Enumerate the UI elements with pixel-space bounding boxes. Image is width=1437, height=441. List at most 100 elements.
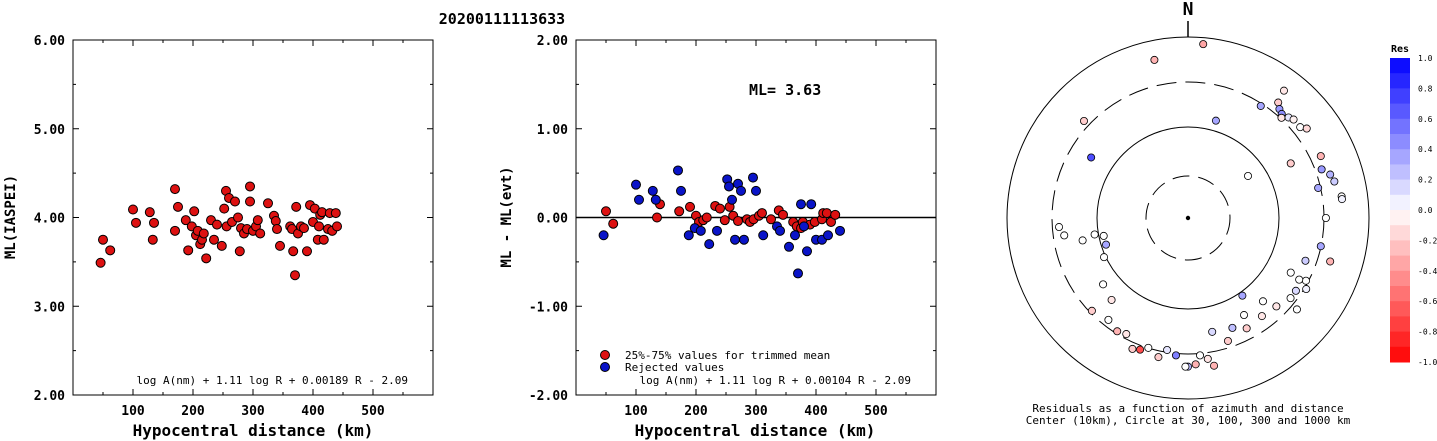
data-point [650, 194, 661, 205]
data-point [275, 240, 285, 251]
data-point [201, 253, 212, 264]
colorbar-tick-label: -0.8 [1418, 328, 1437, 337]
station-residual-point [1128, 344, 1137, 353]
colorbar-swatch [1390, 103, 1410, 120]
y-tick-label: 0.00 [537, 212, 568, 227]
colorbar-tick-label: 0.2 [1418, 176, 1433, 185]
residual-colorbar: Res 1.0 0.8 0.6 0.4 0.2 0.0 -0.2 -0.4 -0.6 -0.8 -1… [1390, 44, 1437, 367]
colorbar-swatch [1390, 286, 1410, 302]
circle-100km [1096, 126, 1280, 310]
center-marker [1185, 215, 1191, 221]
station-residual-point [1244, 171, 1253, 180]
x-tick-label: 500 [864, 404, 888, 419]
y-tick-label: 6.00 [34, 34, 65, 49]
station-residual-point [1301, 276, 1310, 285]
station-residual-point [1078, 236, 1087, 245]
colorbar-swatches [1390, 58, 1410, 363]
station-residual-point [1196, 351, 1205, 360]
data-point [793, 268, 803, 279]
station-residual-point [1242, 324, 1251, 333]
points-layer [598, 165, 845, 279]
station-residual-point [1258, 297, 1267, 306]
station-residual-point [1272, 302, 1281, 311]
data-point [209, 234, 219, 245]
data-point [252, 215, 263, 226]
station-residual-point [1279, 86, 1288, 95]
data-point [758, 230, 769, 241]
data-point [748, 172, 758, 183]
y-axis-label: ML - ML(evt) [499, 166, 515, 267]
data-point [147, 234, 158, 245]
plot-frame [72, 39, 434, 396]
station-residual-point [1286, 159, 1295, 168]
colorbar-tick-label: -0.4 [1418, 267, 1437, 276]
colorbar-tick-label: 0.0 [1418, 206, 1433, 215]
y-tick-label: -2.00 [529, 389, 568, 404]
y-tick-label: 5.00 [34, 123, 65, 138]
data-point [685, 201, 695, 212]
data-point [318, 234, 329, 245]
data-point [255, 228, 266, 239]
colorbar-swatch [1390, 88, 1410, 105]
data-point [131, 217, 141, 228]
station-residual-point [1316, 242, 1325, 251]
station-residual-point [1150, 55, 1159, 64]
station-residual-point [1292, 305, 1301, 314]
data-point [128, 204, 138, 215]
data-point [727, 194, 737, 205]
x-tick-label: 500 [361, 404, 385, 419]
colorbar-title: Res [1391, 44, 1409, 55]
data-point [601, 206, 611, 217]
colorbar-swatch [1390, 331, 1410, 348]
station-residual-point [1100, 253, 1109, 262]
figure-title: 20200111113633 [439, 10, 565, 28]
y-axis-label: ML(IASPEI) [3, 175, 19, 259]
ml-annotation: ML= 3.63 [749, 81, 821, 99]
station-residual-point [1238, 291, 1247, 300]
colorbar-swatch [1390, 164, 1410, 181]
colorbar-swatch [1390, 270, 1410, 287]
data-point [766, 214, 776, 225]
data-point [704, 239, 715, 250]
colorbar-swatch [1390, 149, 1410, 165]
data-point [180, 215, 191, 226]
station-residual-point [1079, 117, 1088, 126]
data-point [288, 246, 299, 257]
data-point [652, 212, 662, 223]
station-residual-point [1326, 257, 1335, 266]
points-layer [1055, 40, 1346, 371]
station-residual-point [1326, 170, 1335, 179]
station-residual-point [1295, 275, 1304, 284]
data-point [149, 217, 159, 228]
data-point [799, 221, 809, 232]
data-point [233, 212, 243, 223]
station-residual-point [1291, 286, 1300, 295]
station-residual-point [1144, 343, 1153, 352]
data-point [790, 230, 800, 241]
y-tick-label: 1.00 [537, 123, 568, 138]
colorbar-tick-label: -0.2 [1418, 236, 1437, 245]
data-point [806, 199, 817, 210]
data-point [330, 208, 341, 219]
station-residual-point [1122, 330, 1131, 339]
data-point [701, 212, 712, 223]
data-point [775, 225, 785, 236]
legend-label-rejected: Rejected values [625, 361, 724, 374]
formula-text: log A(nm) + 1.11 log R + 0.00189 R - 2.0… [136, 374, 408, 387]
data-point [170, 225, 180, 236]
colorbar-tick-label: 0.6 [1418, 115, 1433, 124]
station-residual-point [1240, 311, 1249, 320]
station-residual-point [1228, 323, 1237, 332]
data-point [835, 225, 845, 236]
station-residual-point [1274, 98, 1283, 107]
data-point [695, 225, 706, 236]
station-residual-point [1181, 362, 1190, 371]
data-point [212, 219, 222, 230]
outer-circle-1000km [1006, 36, 1370, 400]
data-point [823, 230, 833, 241]
colorbar-swatch [1390, 134, 1410, 150]
station-residual-point [1104, 315, 1113, 324]
colorbar-tick-label: 1.0 [1418, 54, 1433, 63]
x-tick-label: 200 [181, 404, 205, 419]
